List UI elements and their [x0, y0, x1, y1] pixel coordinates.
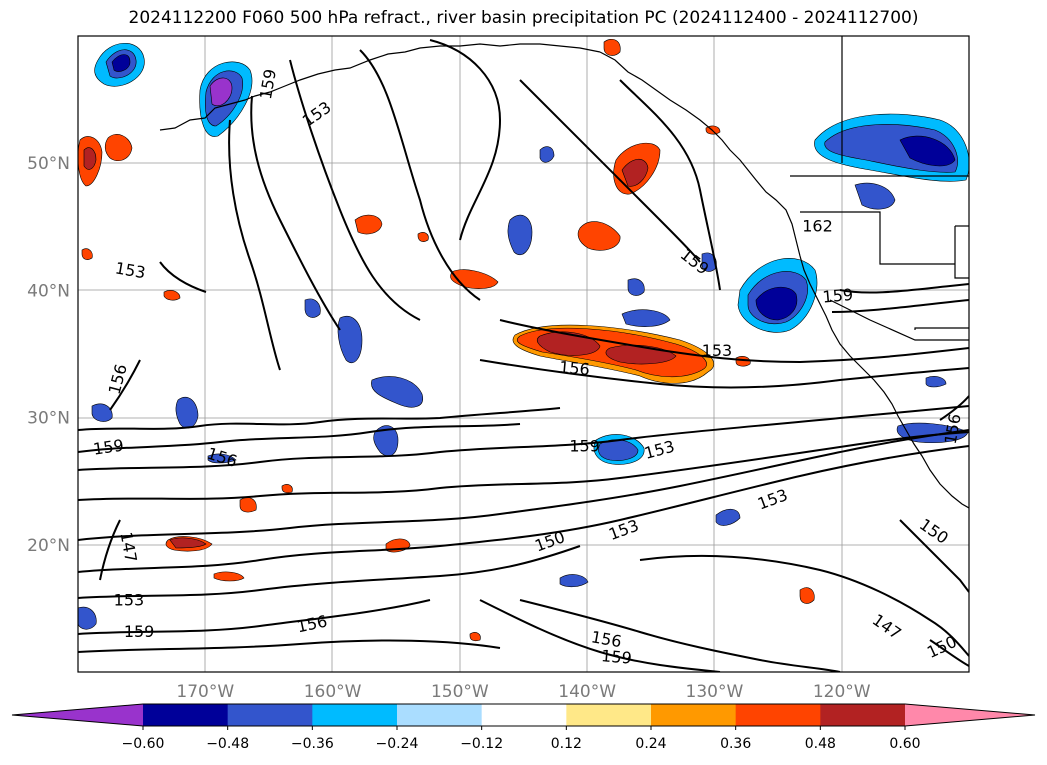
- contour-label: 147: [117, 530, 141, 563]
- longitude-label: 140°W: [558, 682, 616, 702]
- colorbar-extend-high: [905, 704, 1035, 726]
- colorbar-segment: [227, 704, 313, 726]
- colorbar-segment: [651, 704, 737, 726]
- contour-label: 159: [677, 245, 713, 279]
- colorbar-segment: [312, 704, 398, 726]
- page-title: 2024112200 F060 500 hPa refract., river …: [128, 8, 919, 28]
- contour-label: 156: [941, 412, 965, 445]
- longitude-label: 120°W: [813, 682, 871, 702]
- colorbar-segment: [397, 704, 483, 726]
- latitude-label: 30°N: [27, 409, 70, 429]
- contour-label: 159: [822, 285, 854, 307]
- contour-label: 153: [702, 341, 733, 360]
- contour-label: 156: [295, 611, 329, 636]
- refractivity-contours: [78, 39, 969, 672]
- contour-label: 147: [869, 610, 905, 643]
- colorbar-extend-low: [12, 704, 143, 726]
- longitude-label: 150°W: [431, 682, 489, 702]
- colorbar-tick-label: 0.12: [551, 736, 582, 752]
- colorbar-tick-label: 0.24: [635, 736, 666, 752]
- contour-label: 159: [124, 622, 155, 641]
- contour-label: 156: [558, 357, 590, 379]
- colorbar-segment: [143, 704, 229, 726]
- longitude-labels: 170°W 160°W 150°W 140°W 130°W 120°W: [176, 682, 870, 702]
- contour-label: 153: [755, 485, 790, 513]
- contour-label: 150: [916, 515, 952, 548]
- contour-label: 159: [569, 436, 600, 455]
- colorbar: −0.60 −0.48 −0.36 −0.24 −0.12 0.12 0.24 0.36 0.4…: [11, 703, 1036, 752]
- colorbar-segment: [735, 704, 821, 726]
- contour-label: 159: [256, 67, 280, 100]
- contour-label: 153: [114, 590, 145, 609]
- colorbar-tick-label: −0.36: [291, 736, 334, 752]
- colorbar-tick-label: −0.48: [206, 736, 249, 752]
- contour-label: 156: [105, 362, 131, 396]
- colorbar-tick-label: −0.12: [460, 736, 503, 752]
- longitude-label: 160°W: [304, 682, 362, 702]
- contour-label: 159: [92, 436, 125, 459]
- contour-label: 153: [606, 516, 641, 544]
- contour-label: 153: [114, 258, 147, 282]
- latitude-labels: 50°N 40°N 30°N 20°N: [27, 154, 70, 556]
- contour-label: 162: [802, 216, 833, 235]
- longitude-label: 130°W: [686, 682, 744, 702]
- contour-label: 159: [600, 646, 632, 668]
- contour-label: 153: [642, 437, 676, 463]
- colorbar-segment: [481, 704, 567, 726]
- precip-positive-patches: [78, 39, 815, 642]
- colorbar-tick-label: 0.36: [720, 736, 751, 752]
- longitude-label: 170°W: [176, 682, 234, 702]
- colorbar-segment: [820, 704, 906, 726]
- latitude-label: 50°N: [27, 154, 70, 174]
- map-frame: [77, 35, 970, 673]
- colorbar-tick-label: 0.48: [805, 736, 836, 752]
- colorbar-tick-label: 0.60: [889, 736, 920, 752]
- colorbar-tick-label: −0.60: [122, 736, 165, 752]
- latitude-label: 40°N: [27, 281, 70, 301]
- colorbar-tick-label: −0.24: [376, 736, 419, 752]
- latitude-label: 20°N: [27, 536, 70, 556]
- contour-label: 153: [299, 98, 335, 131]
- colorbar-segment: [566, 704, 652, 726]
